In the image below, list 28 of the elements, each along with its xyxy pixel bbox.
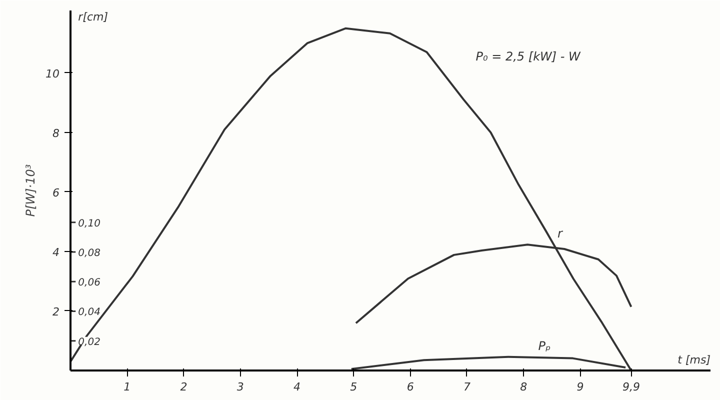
y2-tick-label: 0,10 [78,218,100,230]
x-tick-label: 6 [406,380,414,394]
x-tick-label: 9,9 [622,380,640,394]
x-tick-label: 3 [236,380,244,394]
x-tick-label: 9 [576,380,584,394]
series-label: r [558,226,564,241]
x-tick-label: 1 [124,380,131,394]
y-tick-label: 8 [52,126,60,140]
text: P₀ = 2,5 [kW] - W [476,49,582,64]
series-label: Pₚ [538,338,551,353]
y-axis-title: P[W]·10³ [24,164,38,217]
y-tick-label: 6 [52,186,60,200]
x-tick-label: 7 [463,380,470,394]
y2-tick-label: 0,02 [78,336,100,348]
x-tick-label: 4 [294,380,301,394]
y2-tick-label: 0,06 [78,278,100,289]
line-series [70,27,632,370]
y2-axis-title: r[cm] [78,10,108,24]
y-tick-label: 4 [52,246,60,259]
y-tick-label: 10 [46,67,60,80]
x-tick-label: 8 [520,380,528,394]
y-tick-label: 2 [52,305,60,318]
x-tick-label: 2 [180,380,188,394]
y2-tick-label: 0,04 [78,307,100,318]
y2-tick-label: 0,08 [78,248,100,259]
line-series [350,356,627,370]
x-tick-label: 5 [350,380,358,394]
x-axis-title: t [ms] [678,354,711,366]
